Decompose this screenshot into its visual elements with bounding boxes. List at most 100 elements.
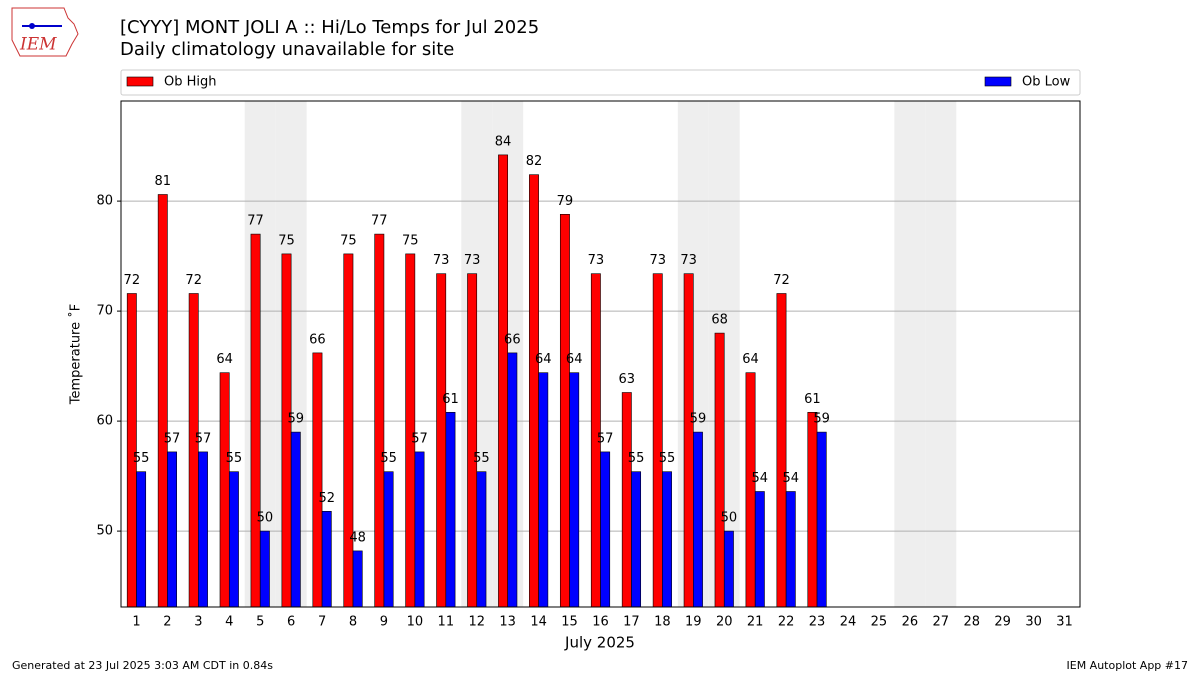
bar (714, 332, 725, 608)
bar (343, 253, 354, 608)
logo-text: IEM (19, 35, 57, 55)
x-tick-label: 13 (499, 615, 516, 630)
bar (374, 233, 385, 608)
x-tick-label: 17 (623, 615, 640, 630)
value-label: 77 (371, 214, 388, 229)
bar (219, 372, 230, 608)
y-tick-label: 50 (96, 524, 113, 539)
bar (538, 372, 549, 608)
bar (312, 352, 323, 608)
value-label: 73 (433, 253, 450, 268)
bar (467, 273, 478, 608)
value-label: 57 (164, 431, 181, 446)
bar (383, 471, 394, 608)
x-tick-label: 24 (840, 615, 857, 630)
x-tick-label: 16 (592, 615, 609, 630)
value-label: 64 (566, 352, 583, 367)
y-tick-label: 80 (96, 194, 113, 209)
legend-swatch (984, 76, 1012, 87)
x-tick-label: 2 (163, 615, 171, 630)
x-tick-label: 1 (132, 615, 140, 630)
x-tick-label: 27 (933, 615, 950, 630)
value-label: 55 (473, 451, 490, 466)
value-label: 72 (124, 273, 141, 288)
value-label: 64 (216, 352, 233, 367)
bar (652, 273, 663, 608)
value-label: 72 (185, 273, 202, 288)
bar (776, 293, 787, 608)
x-tick-label: 29 (994, 615, 1011, 630)
value-label: 72 (773, 273, 790, 288)
x-tick-label: 10 (407, 615, 424, 630)
value-label: 64 (535, 352, 552, 367)
x-tick-label: 22 (778, 615, 795, 630)
legend-label: Ob Low (1022, 75, 1071, 90)
x-tick-label: 12 (468, 615, 485, 630)
bar (816, 431, 827, 608)
value-label: 59 (690, 412, 707, 427)
x-tick-label: 15 (561, 615, 578, 630)
value-label: 84 (495, 134, 512, 149)
y-axis-label: Temperature ˚F (68, 304, 84, 405)
bar (662, 471, 672, 608)
shade-band (894, 101, 926, 607)
bar (569, 372, 580, 608)
value-label: 59 (288, 412, 305, 427)
value-label: 55 (628, 451, 645, 466)
bar (600, 451, 611, 608)
value-label: 54 (752, 471, 769, 486)
x-tick-label: 8 (349, 615, 357, 630)
value-label: 79 (557, 194, 574, 209)
value-label: 59 (813, 412, 830, 427)
chart-title: [CYYY] MONT JOLI A :: Hi/Lo Temps for Ju… (120, 17, 539, 38)
bar (723, 530, 734, 608)
chart-subtitle: Daily climatology unavailable for site (120, 39, 454, 60)
x-tick-label: 9 (380, 615, 388, 630)
x-tick-label: 3 (194, 615, 202, 630)
x-tick-label: 5 (256, 615, 264, 630)
bar (559, 214, 570, 608)
x-tick-label: 25 (871, 615, 888, 630)
bar (476, 471, 487, 608)
value-label: 55 (380, 451, 397, 466)
bar (754, 491, 765, 608)
x-tick-label: 21 (747, 615, 764, 630)
bar (529, 174, 539, 608)
logo-dot (29, 23, 35, 29)
bar (228, 471, 239, 608)
logo: IEM (11, 7, 79, 57)
value-label: 50 (721, 511, 738, 526)
x-axis-label: July 2025 (564, 634, 635, 652)
x-tick-label: 28 (963, 615, 980, 630)
x-tick-label: 26 (902, 615, 919, 630)
plot-frame (120, 100, 1081, 608)
value-label: 77 (247, 214, 264, 229)
bar (498, 154, 508, 608)
plot-area: 5060708017255281573725746455577506755976… (96, 101, 1080, 630)
bar (507, 352, 518, 608)
bar (290, 431, 301, 608)
y-tick-label: 60 (96, 414, 113, 429)
bar (445, 411, 456, 608)
bar (250, 233, 261, 608)
x-tick-label: 4 (225, 615, 233, 630)
value-label: 57 (195, 431, 212, 446)
shade-band (925, 101, 957, 607)
value-label: 73 (588, 253, 605, 268)
value-label: 75 (402, 233, 419, 248)
x-tick-label: 7 (318, 615, 326, 630)
value-label: 55 (226, 451, 243, 466)
value-label: 73 (649, 253, 666, 268)
value-label: 66 (309, 332, 326, 347)
value-label: 54 (782, 471, 799, 486)
bar (259, 530, 270, 608)
bar (414, 451, 425, 608)
bar (683, 273, 694, 608)
x-tick-label: 18 (654, 615, 671, 630)
x-tick-label: 23 (809, 615, 826, 630)
bar (631, 471, 642, 608)
bar (693, 431, 703, 608)
value-label: 68 (711, 313, 728, 328)
x-tick-label: 19 (685, 615, 702, 630)
value-label: 81 (154, 174, 171, 189)
